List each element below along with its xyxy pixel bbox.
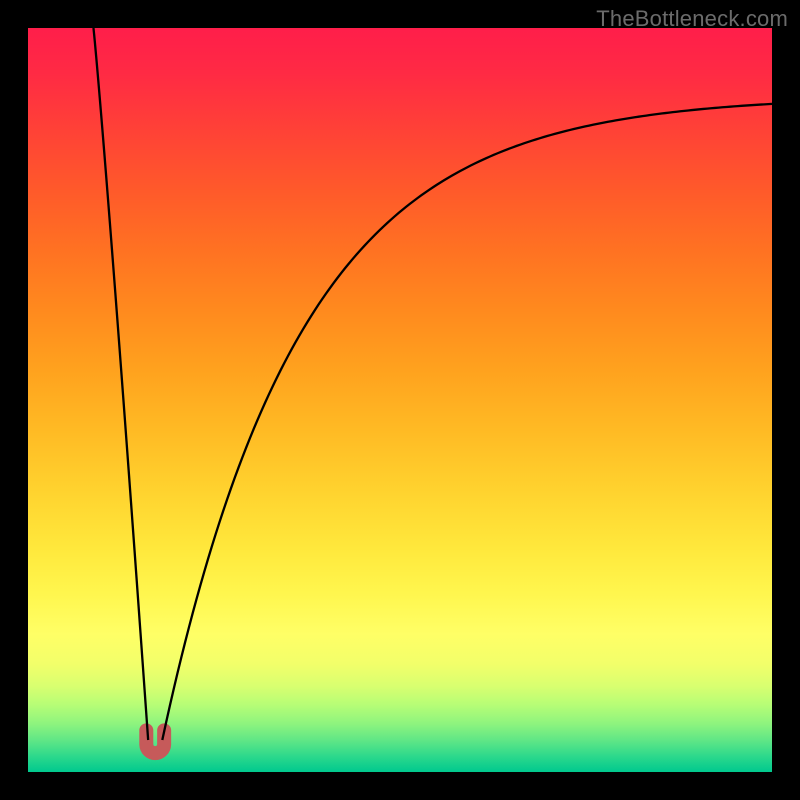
plot-background [28, 28, 772, 772]
chart-svg [0, 0, 800, 800]
watermark-text: TheBottleneck.com [596, 6, 788, 32]
